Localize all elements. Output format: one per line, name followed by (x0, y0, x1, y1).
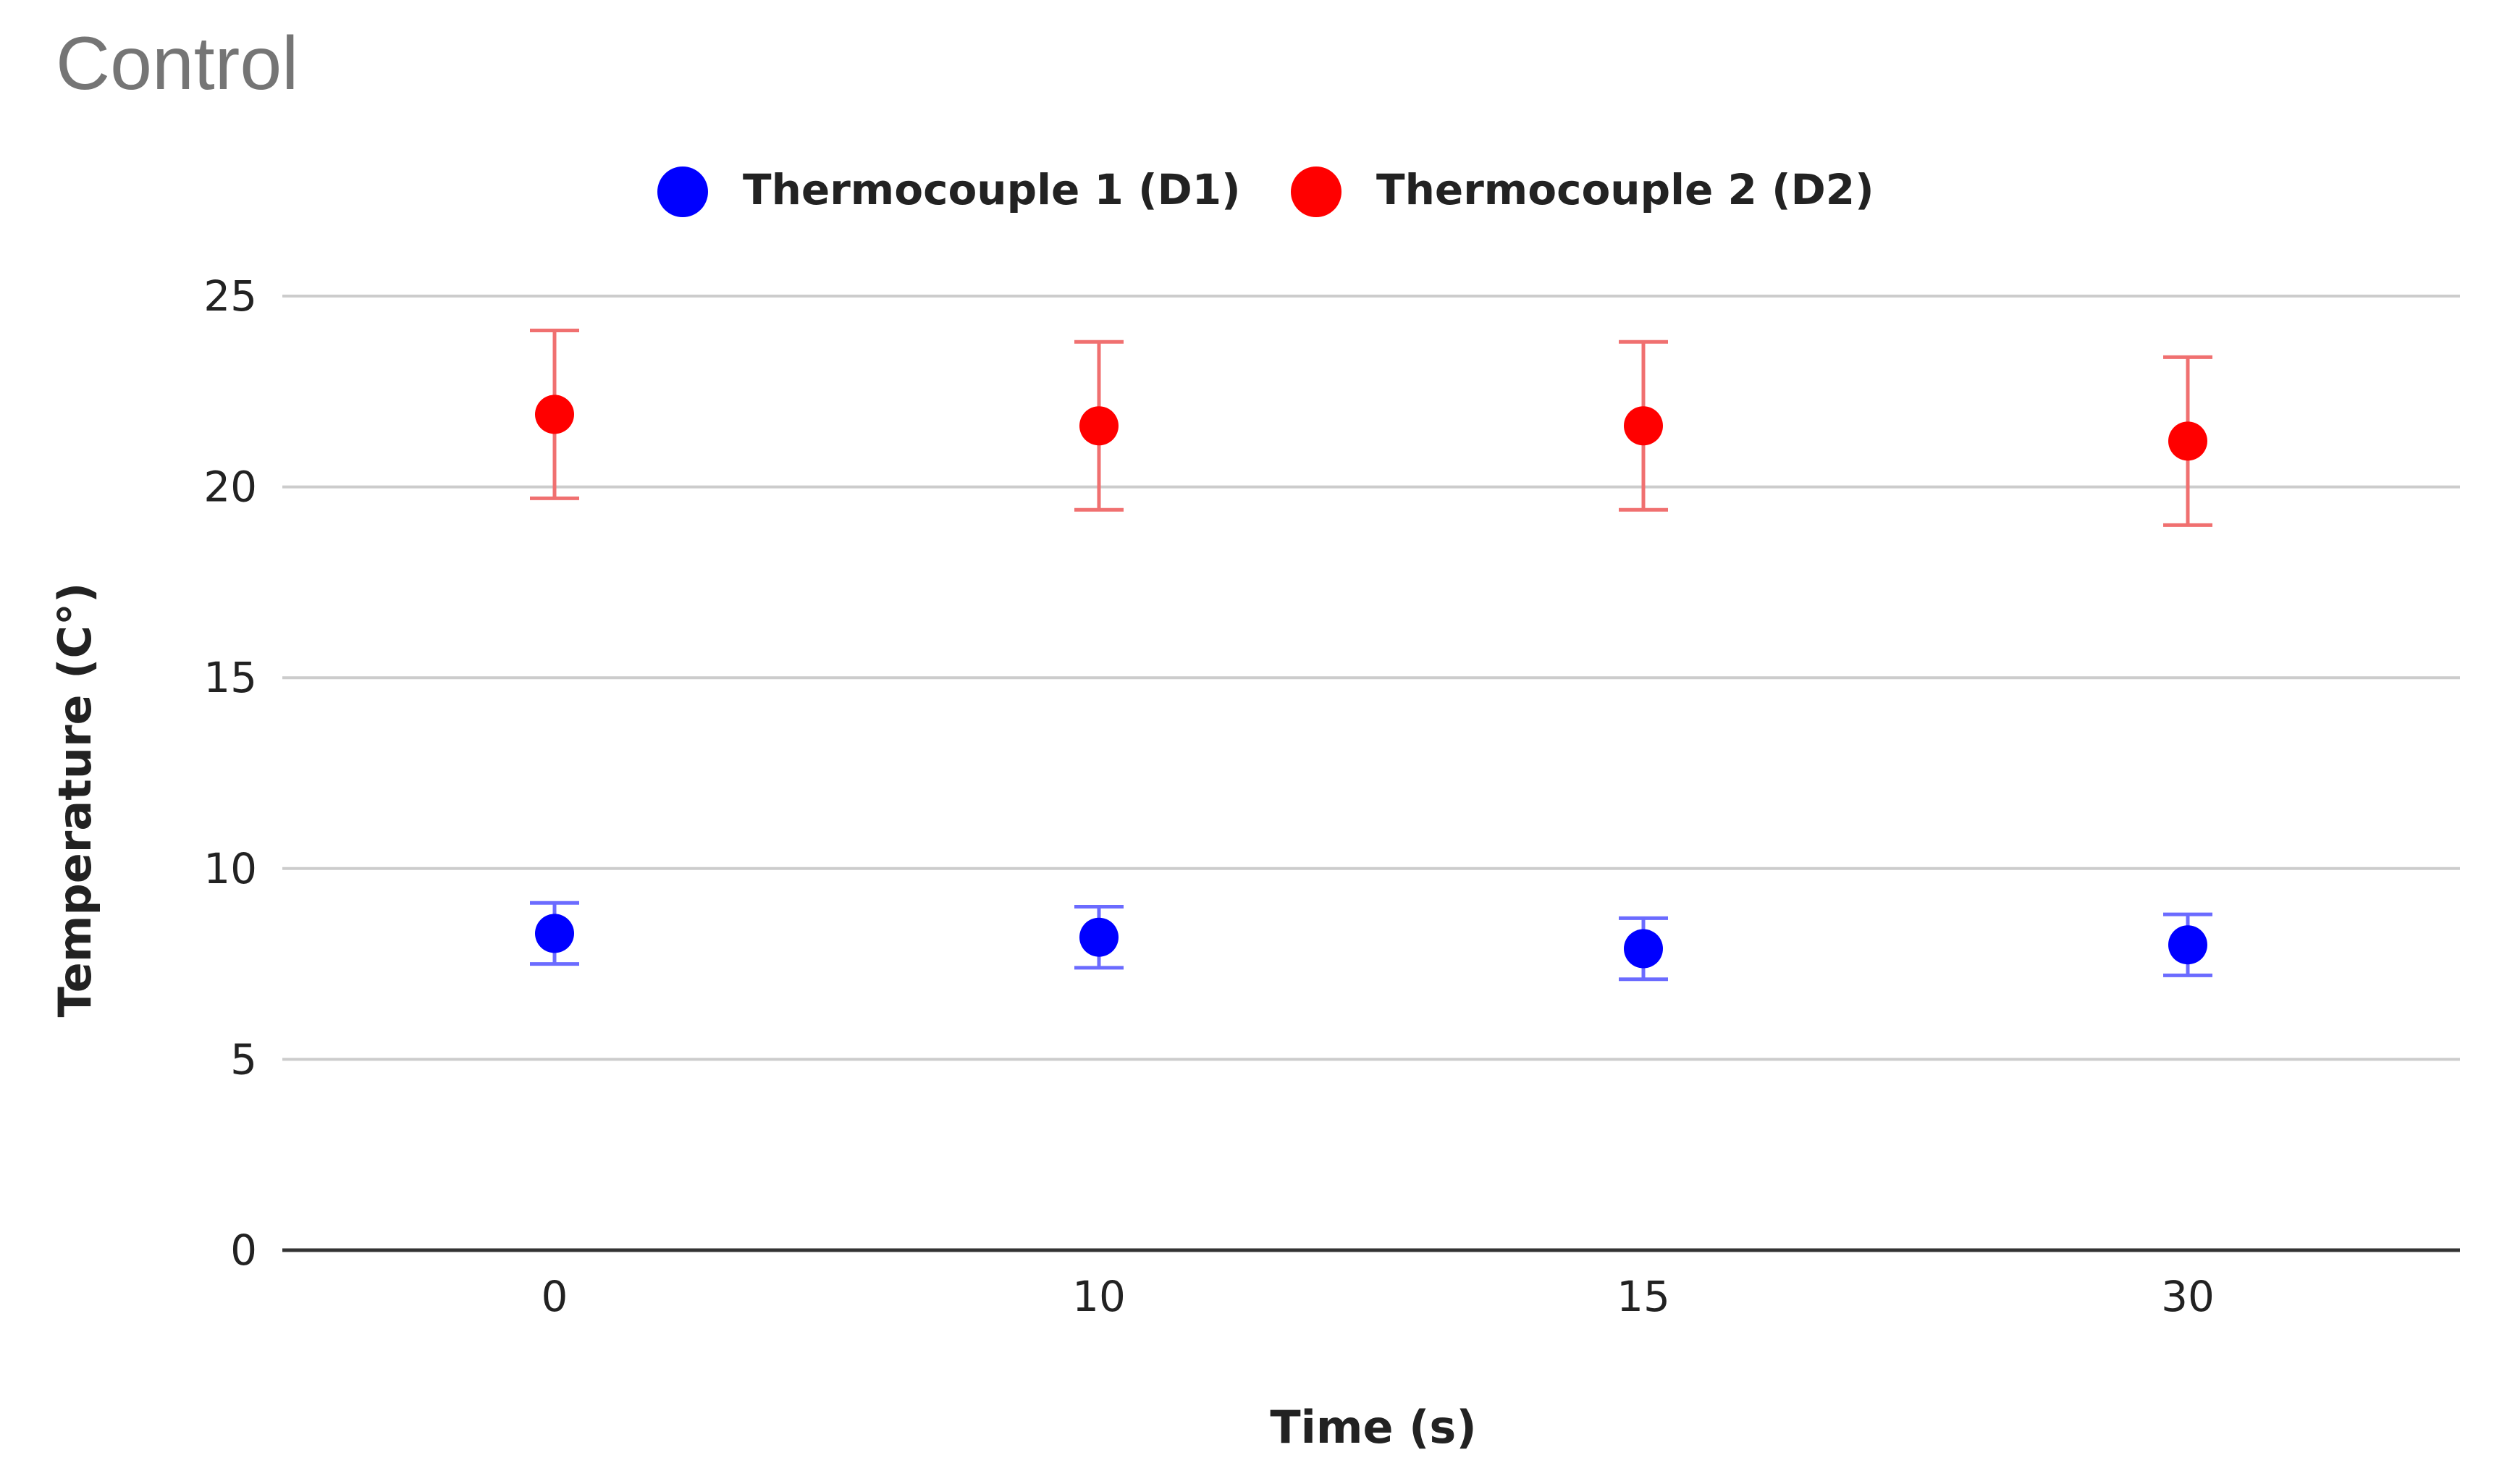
y-axis-ticks: 0 5 10 15 20 25 (203, 271, 257, 1275)
data-point (2168, 925, 2207, 965)
y-tick-label: 20 (203, 463, 257, 512)
legend: Thermocouple 1 (D1) Thermocouple 2 (D2) (657, 165, 1874, 217)
data-point (1624, 929, 1663, 969)
series-layer (530, 328, 2212, 982)
y-tick-label: 10 (203, 844, 257, 893)
chart-title: Control (56, 22, 298, 106)
data-point (535, 914, 574, 953)
x-tick-label: 10 (1072, 1272, 1126, 1321)
series-1 (530, 901, 2212, 982)
y-tick-label: 25 (203, 271, 257, 321)
x-axis-ticks: 0 10 15 30 (542, 1272, 2215, 1321)
x-axis-title: Time (s) (1270, 1401, 1476, 1454)
y-tick-label: 0 (230, 1226, 257, 1275)
x-tick-label: 30 (2161, 1272, 2215, 1321)
legend-label: Thermocouple 2 (D2) (1376, 165, 1874, 214)
legend-marker (657, 166, 708, 217)
legend-label: Thermocouple 1 (D1) (743, 165, 1241, 214)
data-point (2168, 421, 2207, 461)
data-point (1079, 917, 1119, 957)
x-tick-label: 15 (1617, 1272, 1670, 1321)
data-point (535, 395, 574, 434)
x-tick-label: 0 (542, 1272, 568, 1321)
data-point (1624, 406, 1663, 446)
series-2 (530, 328, 2212, 527)
data-point (1079, 406, 1119, 446)
y-tick-label: 5 (230, 1034, 257, 1084)
y-tick-label: 15 (203, 653, 257, 702)
y-axis-title: Temperature (C°) (49, 583, 101, 1018)
gridlines (282, 295, 2460, 1252)
legend-marker (1291, 166, 1341, 217)
